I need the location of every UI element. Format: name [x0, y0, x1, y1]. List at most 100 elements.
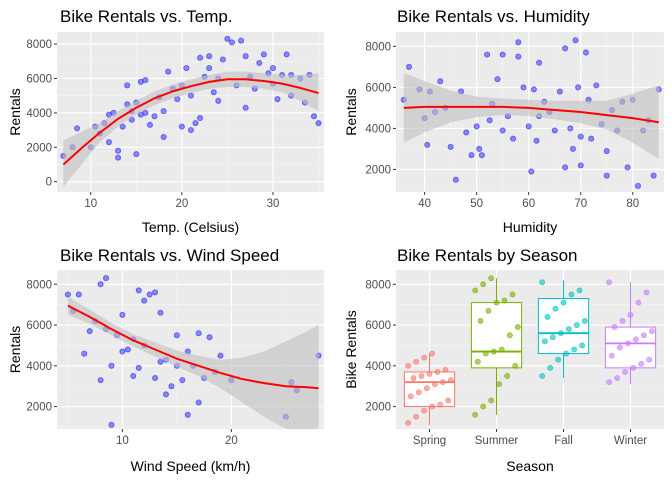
data-point: [206, 65, 213, 72]
panel-humidity: 2000 4000 6000 8000 40 50 60 70 80 Bike Rentals v…: [343, 7, 664, 235]
trend-line: [67, 304, 319, 390]
jitter-point: [635, 299, 642, 306]
jitter-point: [547, 364, 554, 371]
data-point: [103, 275, 110, 282]
data-point: [484, 51, 491, 58]
data-point: [206, 53, 213, 60]
data-point: [219, 56, 226, 63]
jitter-point: [474, 358, 481, 365]
data-point: [152, 375, 159, 382]
jitter-point: [442, 366, 449, 373]
jitter-point: [426, 371, 433, 377]
jitter-point: [480, 281, 487, 288]
jitter-point: [608, 352, 615, 359]
jitter-point: [512, 362, 519, 369]
jitter-point: [630, 364, 637, 371]
jitter-point: [493, 299, 500, 306]
data-point: [119, 348, 126, 355]
jitter-point: [445, 397, 452, 404]
data-point: [520, 84, 527, 91]
chart-title: Bike Rentals vs. Temp.: [60, 7, 233, 26]
confidence-band: [63, 71, 319, 187]
jitter-point: [555, 356, 562, 363]
x-axis-title: Wind Speed (km/h): [131, 458, 251, 474]
jitter-point: [640, 332, 647, 339]
data-point: [160, 133, 167, 140]
data-point: [510, 135, 517, 142]
jitter-point: [560, 299, 567, 306]
trend-line: [62, 78, 319, 166]
jitter-point: [472, 411, 479, 418]
y-axis-title: Rentals: [7, 326, 23, 373]
y-tick-label: 2000: [26, 142, 52, 154]
x-tick-label: 10: [116, 435, 129, 447]
data-point: [162, 391, 169, 398]
jitter-point: [434, 369, 441, 375]
data-point: [141, 297, 148, 304]
jitter-point: [568, 291, 575, 298]
data-point: [577, 162, 584, 169]
x-tick-label: 20: [225, 435, 238, 447]
data-point: [452, 176, 459, 183]
jitter-point: [429, 350, 436, 357]
data-point: [562, 164, 569, 171]
data-point: [178, 123, 185, 130]
y-tick-label: 2000: [365, 164, 391, 176]
data-point: [124, 82, 131, 89]
panel-season: 2000 4000 6000 8000 Spring Summer Fall Winter Bi…: [343, 246, 664, 474]
data-point: [74, 125, 81, 132]
data-point: [593, 82, 600, 89]
x-tick-label: 40: [418, 198, 431, 210]
jitter-point: [504, 373, 511, 379]
data-point: [146, 121, 153, 128]
jitter-point: [482, 350, 489, 357]
data-point: [97, 281, 104, 288]
panel-temp: 0 2000 4000 6000 8000 10 20 30 Bike Rentals vs. …: [7, 7, 324, 235]
y-tick-label: 4000: [26, 361, 52, 373]
jitter-point: [413, 358, 420, 365]
data-point: [86, 328, 93, 335]
data-point: [197, 54, 204, 61]
data-point: [195, 330, 202, 337]
jitter-point: [429, 403, 436, 410]
y-tick-label: 8000: [365, 41, 391, 53]
data-point: [197, 115, 204, 122]
jitter-point: [573, 322, 580, 328]
data-point: [224, 35, 231, 42]
jitter-point: [447, 377, 454, 383]
jitter-point: [539, 279, 546, 286]
data-point: [135, 364, 142, 371]
y-tick-label: 2000: [26, 402, 52, 414]
jitter-point: [579, 342, 586, 349]
x-tick-label: 60: [522, 198, 535, 210]
jitter-point: [632, 336, 639, 343]
jitter-point: [410, 375, 417, 381]
y-axis-title: Bike Rentals: [343, 310, 359, 389]
data-point: [130, 372, 137, 379]
data-point: [437, 78, 444, 85]
jitter-point: [611, 324, 618, 330]
data-point: [168, 383, 175, 390]
jitter-point: [437, 401, 444, 408]
jitter-point: [627, 311, 634, 318]
y-tick-label: 8000: [26, 279, 52, 291]
data-point: [184, 411, 191, 418]
data-point: [165, 68, 172, 75]
data-point: [515, 39, 522, 46]
jitter-point: [439, 379, 446, 386]
jitter-point: [418, 373, 425, 379]
data-point: [151, 113, 158, 120]
jitter-point: [488, 397, 495, 404]
jitter-point: [624, 340, 631, 347]
x-tick-label: Winter: [614, 435, 647, 447]
x-axis-title: Temp. (Celsius): [142, 219, 239, 235]
x-tick-label: 30: [267, 198, 280, 210]
data-point: [97, 377, 104, 384]
jitter-point: [563, 350, 570, 357]
data-point: [124, 346, 131, 353]
jitter-point: [405, 362, 412, 369]
x-tick-label: Summer: [475, 435, 519, 447]
jitter-point: [614, 375, 621, 381]
data-point: [115, 147, 122, 154]
